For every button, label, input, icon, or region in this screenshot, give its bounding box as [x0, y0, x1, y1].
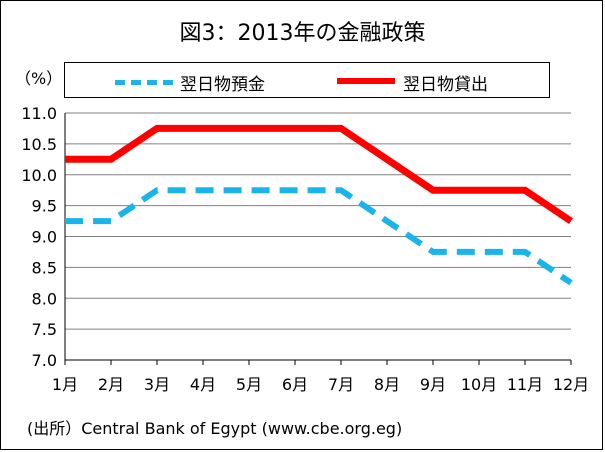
- y-tick-label: 10.0: [21, 166, 57, 185]
- x-tick-label: 5月: [236, 375, 262, 394]
- legend-label-lending: 翌日物貸出: [403, 75, 488, 95]
- y-tick-label: 7.5: [32, 320, 57, 339]
- x-tick-label: 8月: [374, 375, 400, 394]
- y-tick-label: 9.5: [32, 197, 57, 216]
- x-tick-label: 6月: [282, 375, 308, 394]
- y-tick-label: 9.0: [32, 228, 57, 247]
- series-lines: [65, 124, 573, 286]
- x-tick-label: 3月: [144, 375, 170, 394]
- y-tick-label: 7.0: [32, 351, 57, 370]
- x-tick-label: 9月: [420, 375, 446, 394]
- x-tick-label: 7月: [328, 375, 354, 394]
- y-axis-unit-label: （%）: [15, 69, 63, 88]
- y-tick-label: 11.0: [21, 104, 57, 123]
- series-line-deposit: [65, 187, 573, 286]
- x-tick-label: 4月: [190, 375, 216, 394]
- x-tick-label: 12月: [553, 375, 589, 394]
- axes: [64, 113, 572, 365]
- chart-title: 図3：2013年の金融政策: [179, 21, 426, 46]
- source-note: (出所）Central Bank of Egypt (www.cbe.org.e…: [27, 419, 403, 438]
- legend-swatch-lending: [337, 78, 395, 84]
- y-tick-label: 8.0: [32, 289, 57, 308]
- legend-label-deposit: 翌日物預金: [180, 75, 265, 95]
- y-tick-labels: 7.0 7.5 8.0 8.5 9.0 9.5 10.0 10.5 11.0: [21, 104, 57, 370]
- x-tick-label: 1月: [52, 375, 78, 394]
- series-line-lending: [65, 124, 573, 225]
- x-tick-labels: 1月 2月 3月 4月 5月 6月 7月 8月 9月 10月 11月 12月: [52, 375, 589, 394]
- x-tick-label: 2月: [98, 375, 124, 394]
- x-tick-label: 10月: [461, 375, 497, 394]
- y-tick-label: 10.5: [21, 135, 57, 154]
- gridlines: [65, 112, 571, 330]
- x-tick-label: 11月: [507, 375, 543, 394]
- legend-swatch-deposit: [115, 80, 173, 85]
- legend: 翌日物預金 翌日物貸出: [64, 62, 550, 98]
- y-tick-label: 8.5: [32, 258, 57, 277]
